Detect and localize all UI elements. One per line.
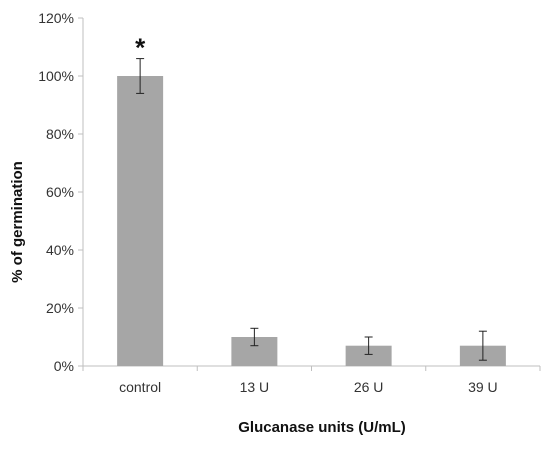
bar <box>117 76 164 366</box>
y-tick-label: 120% <box>38 10 74 26</box>
x-tick-label: 39 U <box>468 379 498 395</box>
x-axis: control 13 U 26 U 39 U <box>82 365 541 395</box>
y-tick-label: 60% <box>46 184 74 200</box>
y-axis-title: % of germination <box>9 161 26 283</box>
annotations: * <box>135 33 146 63</box>
x-axis-title: Glucanase units (U/mL) <box>238 419 406 436</box>
x-tick-label: 13 U <box>240 379 270 395</box>
y-axis: 0% 20% 40% 60% 80% 100% 120% <box>38 10 84 374</box>
bar <box>345 345 392 366</box>
x-tick-label: control <box>119 379 161 395</box>
y-tick-label: 80% <box>46 126 74 142</box>
y-tick-label: 100% <box>38 68 74 84</box>
y-tick-label: 20% <box>46 300 74 316</box>
y-tick-label: 0% <box>54 358 74 374</box>
y-tick-label: 40% <box>46 242 74 258</box>
significance-asterisk: * <box>135 33 146 63</box>
x-tick-label: 26 U <box>354 379 384 395</box>
error-bars <box>136 58 487 361</box>
bars <box>117 76 506 366</box>
